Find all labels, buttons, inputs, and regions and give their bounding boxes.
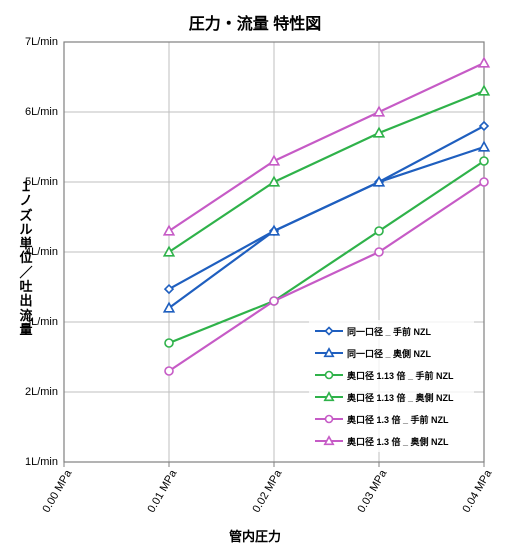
legend: 同一口径 _ 手前 NZL 同一口径 _ 奥側 NZL 奥口径 1.13 倍 _ 手… xyxy=(309,320,474,452)
plot-area: 同一口径 _ 手前 NZL 同一口径 _ 奥側 NZL 奥口径 1.13 倍 _ 手… xyxy=(64,42,484,462)
chart-title: 圧力・流量 特性図 xyxy=(0,10,510,34)
x-tick-label: 0.00 MPa xyxy=(40,468,74,515)
legend-label: 奥口径 1.13 倍 _ 奥側 NZL xyxy=(347,391,454,404)
legend-item: 奥口径 1.13 倍 _ 奥側 NZL xyxy=(309,386,474,408)
y-tick-label: 1L/min xyxy=(25,456,58,468)
y-tick-label: 4L/min xyxy=(25,246,58,258)
legend-item: 同一口径 _ 奥側 NZL xyxy=(309,342,474,364)
y-tick-label: 6L/min xyxy=(25,106,58,118)
x-axis-label: 管内圧力 xyxy=(0,526,510,545)
x-tick-label: 0.04 MPa xyxy=(460,468,494,515)
y-tick-label: 5L/min xyxy=(25,176,58,188)
legend-item: 奥口径 1.13 倍 _ 手前 NZL xyxy=(309,364,474,386)
legend-label: 奥口径 1.13 倍 _ 手前 NZL xyxy=(347,369,454,382)
x-tick-label: 0.01 MPa xyxy=(145,468,179,515)
legend-item: 奥口径 1.3 倍 _ 手前 NZL xyxy=(309,408,474,430)
x-tick-label: 0.03 MPa xyxy=(355,468,389,515)
legend-label: 奥口径 1.3 倍 _ 手前 NZL xyxy=(347,413,449,426)
y-axis-label: １ノズル単位／吐出流量 xyxy=(18,180,34,337)
legend-label: 同一口径 _ 奥側 NZL xyxy=(347,347,431,360)
x-tick-label: 0.02 MPa xyxy=(250,468,284,515)
legend-item: 奥口径 1.3 倍 _ 奥側 NZL xyxy=(309,430,474,452)
legend-item: 同一口径 _ 手前 NZL xyxy=(309,320,474,342)
chart-container: 圧力・流量 特性図 １ノズル単位／吐出流量 管内圧力 同一口径 _ 手前 NZL… xyxy=(0,0,510,553)
y-tick-label: 7L/min xyxy=(25,36,58,48)
legend-label: 同一口径 _ 手前 NZL xyxy=(347,325,431,338)
legend-label: 奥口径 1.3 倍 _ 奥側 NZL xyxy=(347,435,449,448)
y-tick-label: 3L/min xyxy=(25,316,58,328)
y-tick-label: 2L/min xyxy=(25,386,58,398)
